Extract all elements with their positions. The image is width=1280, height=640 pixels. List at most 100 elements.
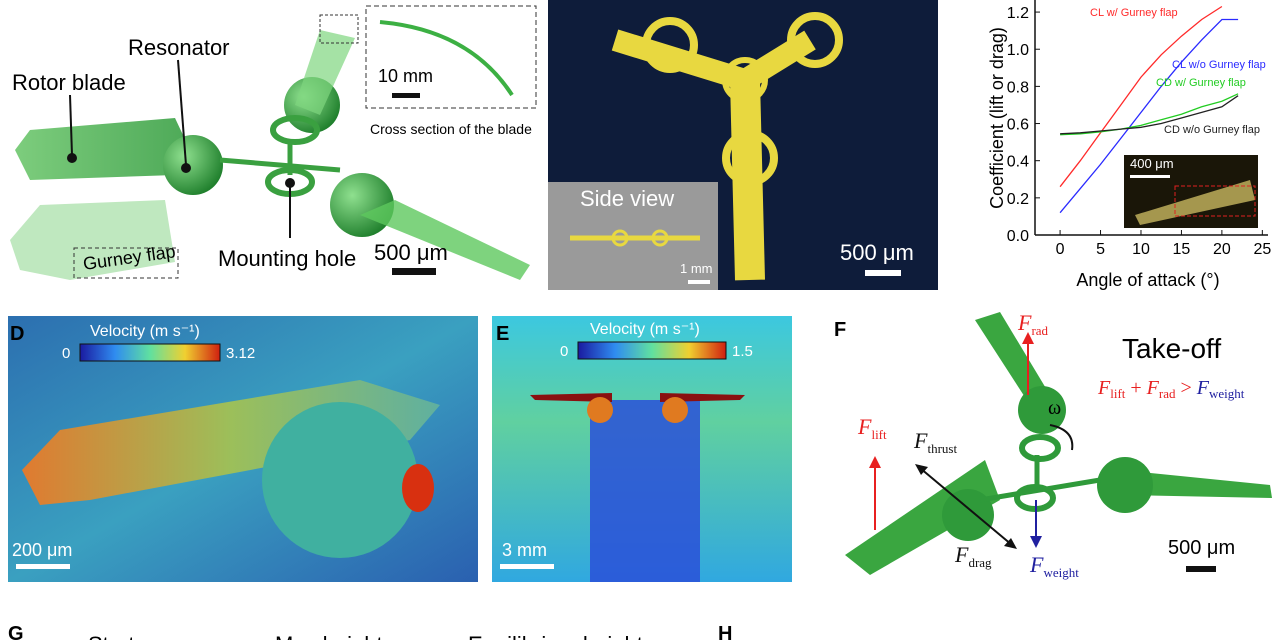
subscript: rad [1031,323,1048,338]
dashed-box [73,247,179,279]
symbol: F [1097,377,1111,399]
panel-letter: D [10,323,24,345]
sphere-render [587,397,613,423]
force-label: Frad [1017,310,1049,338]
side-view-sphere [611,229,629,247]
y-tick-label: 0.8 [1007,79,1029,96]
x-tick-label: 15 [1173,241,1191,258]
x-tick-label: 0 [1056,241,1065,258]
series-label: CL w/ Gurney flap [1090,7,1178,19]
symbol: F [913,428,928,453]
scale-bar [865,270,901,276]
equation: Flift + Frad > Fweight [1097,377,1245,401]
panel-letter: F [834,319,846,341]
x-tick-label: 5 [1096,241,1105,258]
panel-letter: H [718,623,732,640]
title: Take-off [1122,333,1221,364]
scale-label: 200 μm [12,540,72,560]
hub [270,115,320,145]
subscript: drag [968,555,992,570]
panel-c-chart: 400 μm Angle of attack (°) Coefficient (… [987,0,1271,290]
panel-d: D Velocity (m s⁻¹) 0 3.12 200 μm [8,316,478,582]
sphere-render [262,402,418,558]
panel-b: Side view 1 mm 500 μm [548,0,938,290]
arrowhead [1004,538,1017,549]
series-line [1060,93,1239,136]
inset-box [365,5,537,109]
series-line [1059,5,1223,188]
x-tick-label: 25 [1253,241,1271,258]
downwash [590,400,700,582]
scale-label: 500 μm [374,240,448,265]
sphere [1097,457,1153,513]
scale-label: 1 mm [680,261,713,276]
operator: > [1176,377,1197,399]
y-axis-label: Coefficient (lift or drag) [987,27,1007,209]
hotspot [402,464,434,512]
x-axis-label: Angle of attack (°) [1076,270,1219,290]
y-tick-label: 0.2 [1007,191,1029,208]
leader-line [69,94,73,156]
force-label: Flift [857,414,887,442]
side-view-sphere [651,229,669,247]
y-tick-label: 0.4 [1007,154,1029,171]
arrowhead [1030,536,1042,548]
force-label: Fdrag [954,542,992,570]
force-label: Fthrust [913,428,957,456]
frame [979,477,1101,503]
colorbar-min: 0 [62,345,70,362]
blade-shape [1120,470,1272,498]
label: Start [88,632,134,640]
colorbar-title: Velocity (m s⁻¹) [90,323,200,340]
y-tick-label: 1.2 [1007,5,1029,22]
leader-line [177,59,187,166]
series-label: CD w/ Gurney flap [1156,77,1246,89]
blade-shape [295,30,355,115]
caption: Cross section of the blade [370,121,532,137]
panel-e: E Velocity (m s⁻¹) 0 1.5 3 mm [492,316,792,582]
frame [219,157,341,173]
scale-bar [1186,566,1216,572]
resonator-shape [163,135,223,195]
blade-shape [360,200,530,280]
inset-scale: 400 μm [1130,156,1174,171]
label: Mounting hole [218,246,356,271]
sphere-render [662,397,688,423]
scale-label: 500 μm [1168,537,1235,559]
arrowhead [869,456,881,468]
scale-bar [500,564,554,569]
panel-letter: E [496,323,509,345]
series-label: CL w/o Gurney flap [1172,59,1266,71]
sphere [1018,386,1066,434]
operator: + [1125,377,1146,399]
dashed-box [319,14,359,44]
panel-g: G Start Max height Equilibrium height [8,623,643,640]
inset-title: Side view [580,186,674,211]
blade-shape [845,460,1000,575]
colorbar-title: Velocity (m s⁻¹) [590,321,700,338]
y-tick-label: 0.6 [1007,117,1029,134]
colorbar [577,341,727,360]
omega: ω [1048,397,1061,419]
scale-label: 500 μm [840,240,914,265]
arrowhead [1022,332,1034,344]
subscript: rad [1159,386,1176,401]
panel-h: H [718,623,732,640]
subscript: lift [871,427,887,442]
arrowhead [915,464,928,475]
colorbar-max: 3.12 [226,345,255,362]
colorbar-min: 0 [560,343,568,360]
symbol: F [1146,377,1160,399]
leader-dot [181,163,191,173]
dashed-box [1174,185,1256,217]
x-tick-label: 10 [1132,241,1150,258]
y-tick-label: 0.0 [1007,228,1029,245]
symbol: F [1196,377,1210,399]
symbol: F [1017,310,1032,335]
gurney-blade-shape [10,200,175,280]
rotation-arrow [1049,424,1074,451]
label: Equilibrium height [468,632,643,640]
symbol: F [1029,552,1044,577]
scale-bar [688,280,710,284]
